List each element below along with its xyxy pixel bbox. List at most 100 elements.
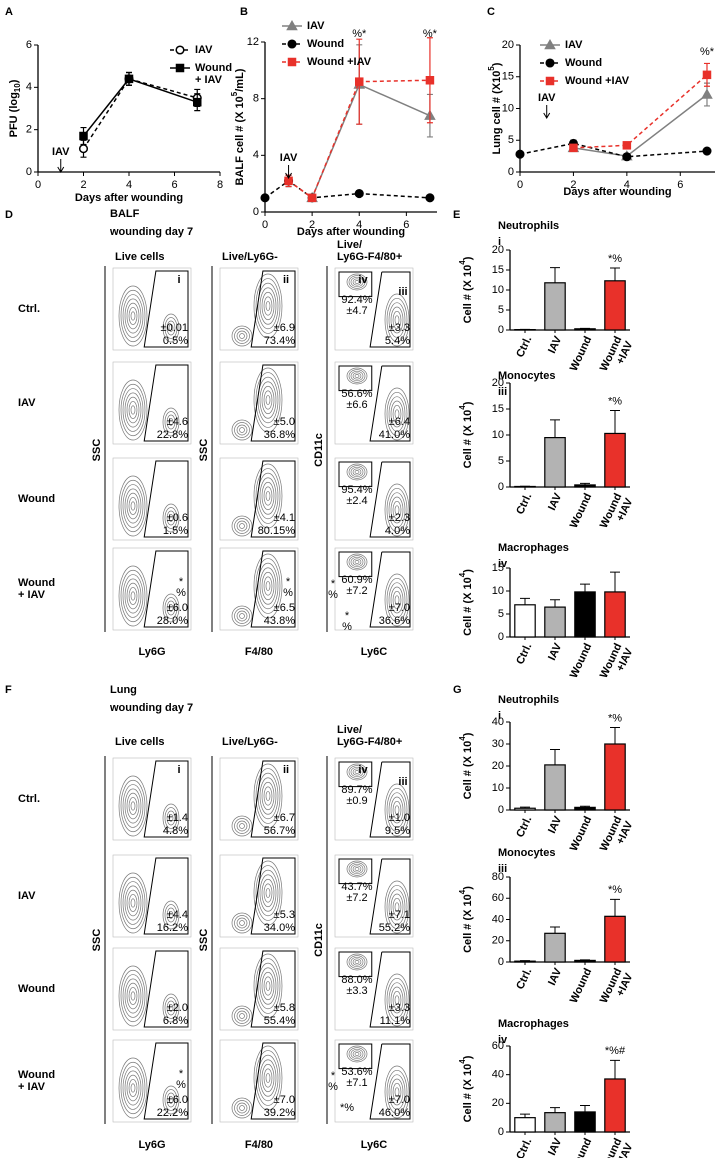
contour (394, 902, 400, 912)
gate (143, 550, 189, 628)
chart-numeral: i (498, 236, 501, 248)
marker (354, 189, 364, 199)
y-tick-label: 40 (492, 913, 504, 925)
x-axis-label: Days after wounding (75, 192, 183, 204)
y-tick-label: 0 (498, 481, 504, 493)
contour (231, 605, 253, 627)
contour (388, 792, 406, 828)
legend-label: Wound + IAV (195, 62, 232, 86)
contour (388, 492, 406, 528)
contour (263, 976, 273, 996)
contour (130, 501, 136, 511)
y-axis-label-part: Lung cell # (X10 (491, 71, 503, 155)
contour (259, 381, 277, 419)
contour (126, 889, 140, 917)
y-tick-label: 60 (492, 1040, 504, 1052)
contour (259, 477, 277, 515)
contour (236, 424, 248, 436)
gate-value: ±7.2 (346, 585, 367, 597)
marker (175, 63, 185, 73)
panel-label: F (5, 684, 12, 696)
x-tick-label: Ctrl. (514, 1136, 534, 1158)
flow-subtitle: wounding day 7 (109, 702, 193, 714)
contour (255, 372, 281, 428)
y-tick-label: 0 (498, 956, 504, 968)
contour (392, 310, 402, 330)
bar (574, 328, 596, 331)
contour (118, 379, 148, 441)
contour (348, 955, 366, 969)
y-axis-label-part: /mL) (234, 68, 246, 92)
contour (162, 900, 180, 930)
chart-title: Macrophages (498, 1018, 569, 1030)
gate-value: ±7.0 (389, 1094, 410, 1106)
gate (143, 857, 189, 935)
plot-frame (112, 547, 192, 631)
gate-value: 56.7% (264, 825, 295, 837)
series-line (573, 93, 708, 157)
gate-value: 1.5% (163, 525, 188, 537)
contour (130, 898, 136, 908)
error-bar (550, 749, 560, 765)
x-tick-label: Ctrl. (514, 334, 534, 359)
gate-value: 36.6% (379, 615, 410, 627)
annotation: IAV (52, 146, 70, 158)
plot-frame (219, 1039, 299, 1123)
gate-value: 0.5% (163, 335, 188, 347)
gate-value: ±1.4 (167, 812, 188, 824)
contour (346, 860, 368, 878)
significance: * (331, 1070, 336, 1082)
contour (386, 297, 408, 343)
y-tick-label: 10 (502, 102, 514, 114)
contour (392, 1082, 402, 1102)
x-tick-label: IAV (546, 1136, 565, 1158)
marker (702, 146, 712, 156)
legend-label: IAV (565, 39, 583, 51)
significance: % (283, 587, 293, 599)
contour (124, 488, 142, 524)
contour (126, 982, 140, 1010)
x-tick-label: 2 (80, 179, 86, 191)
y-axis-label: Cell # (X 104) (458, 1055, 474, 1122)
gate-value: ±4.1 (274, 512, 295, 524)
contour (350, 276, 364, 288)
annotation: IAV (280, 152, 298, 164)
gate-value: ±6.4 (389, 416, 410, 428)
y-axis-label-part: 5 (487, 66, 496, 71)
contour (346, 763, 368, 781)
contour (265, 791, 271, 801)
contour (128, 987, 138, 1005)
contour (122, 484, 144, 528)
gate-value: ±7.1 (346, 1077, 367, 1089)
gate (143, 950, 189, 1028)
contour (236, 1102, 248, 1114)
bar (544, 437, 566, 488)
column-header: Live/Ly6G- (222, 736, 278, 748)
gate-value: 92.4% (341, 294, 372, 306)
contour (354, 560, 360, 564)
bar (544, 282, 566, 331)
error-bar (580, 583, 590, 592)
contour (124, 788, 142, 824)
error-bar (550, 1107, 560, 1113)
gate-label: i (177, 274, 180, 286)
contour (354, 960, 360, 964)
contour (162, 407, 180, 437)
contour (124, 885, 142, 921)
bar (544, 764, 566, 811)
x-tick-label: Wound+IAV (598, 966, 636, 1010)
row-label: Ctrl. (18, 793, 40, 805)
gate (250, 950, 296, 1028)
y-tick-label: 80 (492, 871, 504, 883)
y-tick-label: 10 (492, 429, 504, 441)
y-tick-label: 10 (492, 284, 504, 296)
panel-label: A (5, 6, 13, 18)
chart-title: Monocytes (498, 370, 555, 382)
contour (386, 1069, 408, 1115)
contour (386, 577, 408, 623)
gate-value: ±6.9 (274, 322, 295, 334)
contour (124, 578, 142, 614)
contour (263, 786, 273, 806)
gate (250, 1042, 296, 1120)
contour (384, 880, 410, 934)
